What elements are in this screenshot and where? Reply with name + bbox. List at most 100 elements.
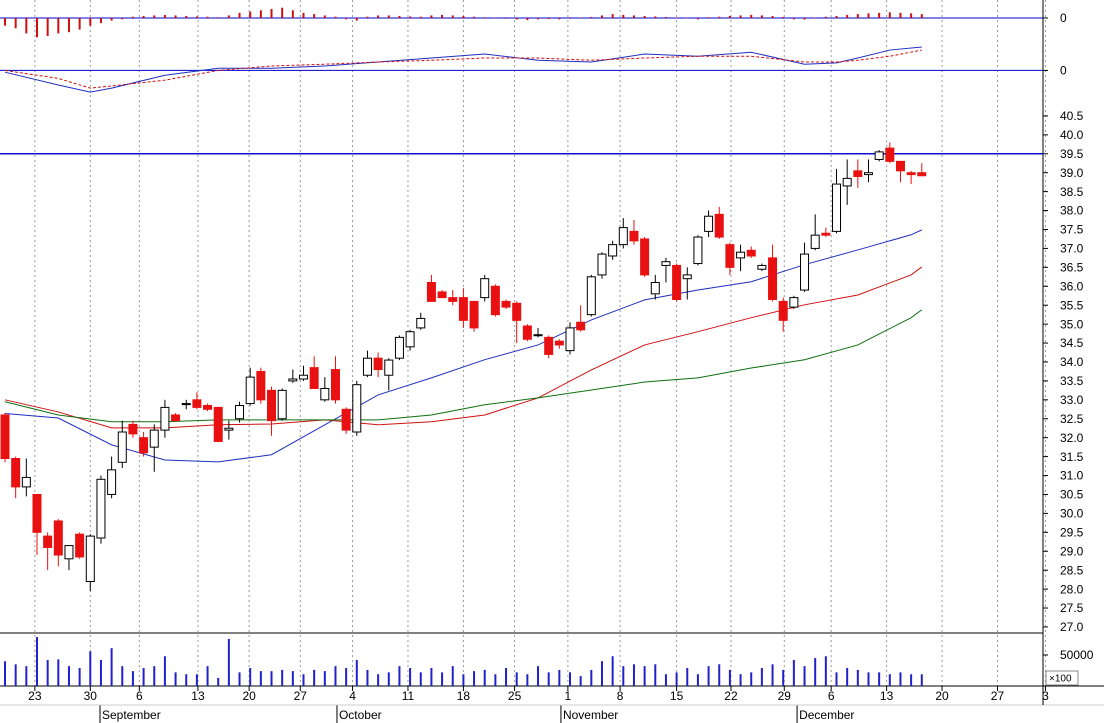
y-tick-label: 39.0 [1060, 166, 1084, 180]
candle-body [21, 476, 31, 488]
candle-body [789, 297, 799, 308]
candle-body [75, 533, 85, 558]
x-tick-label: 23 [28, 689, 42, 703]
candle-body [810, 234, 820, 249]
x-tick-label: 15 [670, 689, 684, 703]
candle-body [224, 427, 234, 431]
month-label: November [563, 708, 618, 722]
candle-body [11, 457, 21, 488]
candle-body [256, 370, 266, 401]
y-tick-label: 32.0 [1060, 431, 1084, 445]
y-tick-label: 40.5 [1060, 109, 1084, 123]
candle-body [373, 357, 383, 371]
x-tick-label: 13 [191, 689, 205, 703]
x-tick-label: 27 [294, 689, 308, 703]
x-tick-label: 6 [828, 689, 835, 703]
candle-body [235, 405, 245, 420]
x-tick-label: 22 [724, 689, 738, 703]
candle-body [917, 172, 927, 177]
y-tick-label: 27.0 [1060, 620, 1084, 634]
candle-body [213, 406, 223, 442]
candle-body [181, 403, 191, 406]
candle-body [490, 285, 500, 316]
candle-body [800, 253, 810, 291]
candle-body [298, 374, 308, 380]
y-tick-label: 32.5 [1060, 412, 1084, 426]
x-tick-label: 4 [349, 689, 356, 703]
y-tick-label: 35.0 [1060, 317, 1084, 331]
candle-body [480, 278, 490, 299]
y-tick-label: 37.5 [1060, 223, 1084, 237]
y-tick-label: 34.0 [1060, 355, 1084, 369]
candle-body [53, 520, 63, 556]
y-tick-label: 36.0 [1060, 279, 1084, 293]
candle-body [533, 334, 543, 337]
candle-body [277, 389, 287, 420]
x-tick-label: 3 [1042, 689, 1049, 703]
x-tick-label: 18 [457, 689, 471, 703]
x-tick-label: 27 [991, 689, 1005, 703]
candle-body [416, 317, 426, 329]
candle-body [458, 297, 468, 321]
candle-body [437, 291, 447, 299]
y-tick-label: 33.5 [1060, 374, 1084, 388]
unit-box [1045, 670, 1079, 686]
candle-body [107, 469, 117, 495]
y-tick-label: 38.0 [1060, 204, 1084, 218]
y-tick-label: 28.5 [1060, 563, 1084, 577]
x-tick-label: 13 [880, 689, 894, 703]
candle-body [245, 376, 255, 405]
candle-body [64, 545, 74, 560]
candle-body [384, 359, 394, 376]
y-tick-label: 35.5 [1060, 298, 1084, 312]
candle-body [693, 236, 703, 265]
candle-body [362, 357, 372, 376]
candle-body [682, 274, 692, 280]
candle-body [565, 327, 575, 352]
y-tick-label: 40.0 [1060, 128, 1084, 142]
candle-body [192, 399, 202, 408]
candle-body [586, 276, 596, 316]
x-tick-label: 30 [84, 689, 98, 703]
y-tick-label: 38.5 [1060, 185, 1084, 199]
x-tick-label: 8 [617, 689, 624, 703]
candle-body [128, 423, 138, 435]
candle-body [96, 478, 106, 539]
candle-body [853, 170, 863, 177]
y-tick-label: 28.0 [1060, 582, 1084, 596]
candle-body [832, 183, 842, 232]
y-tick-label: 30.0 [1060, 507, 1084, 521]
y-tick-label: 39.5 [1060, 147, 1084, 161]
candle-body [139, 437, 149, 454]
y-tick-label: 37.0 [1060, 242, 1084, 256]
candle-body [43, 535, 53, 548]
candle-body [203, 405, 213, 410]
candle-body [448, 297, 458, 302]
candle-body [160, 406, 170, 431]
candle-body [757, 264, 767, 270]
candle-body [522, 325, 532, 340]
y-tick-label: 33.0 [1060, 393, 1084, 407]
candle-body [618, 227, 628, 246]
candle-body [608, 244, 618, 257]
candle-body [885, 147, 895, 162]
candle-body [842, 177, 852, 187]
y-tick-label: 31.5 [1060, 450, 1084, 464]
month-label: October [339, 708, 382, 722]
candle-body [85, 535, 95, 583]
candle-body [768, 257, 778, 301]
candle-body [309, 367, 319, 389]
candle-body [704, 215, 714, 232]
candle-body [629, 230, 639, 242]
candle-body [512, 302, 522, 321]
candle-body [906, 172, 916, 176]
x-tick-label: 1 [565, 689, 572, 703]
candle-body [576, 321, 586, 331]
candle-body [640, 238, 650, 276]
candle-body [405, 331, 415, 348]
x-tick-label: 11 [402, 689, 415, 703]
x-tick-label: 20 [242, 689, 256, 703]
candle-body [661, 261, 671, 266]
candle-body [352, 384, 362, 433]
